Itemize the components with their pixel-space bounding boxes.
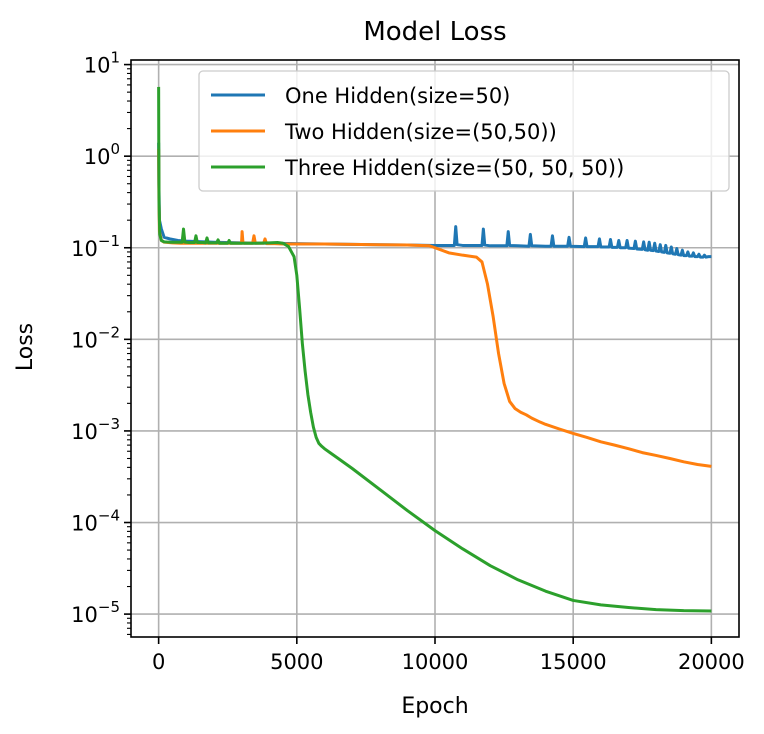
series-lines [157, 86, 712, 613]
x-tick-label: 15000 [540, 650, 607, 674]
x-tick-label: 5000 [270, 650, 323, 674]
legend-label-3: Three Hidden(size=(50, 50, 50)) [284, 156, 624, 180]
x-tick-label: 10000 [402, 650, 469, 674]
series-line-3 [157, 86, 712, 613]
legend: One Hidden(size=50) Two Hidden(size=(50,5… [198, 70, 730, 192]
x-tick-label: 20000 [678, 650, 745, 674]
y-tick-label: 101 [84, 49, 120, 78]
y-tick-label: 100 [84, 140, 120, 169]
y-tick-label: 10−4 [71, 507, 120, 536]
y-tick-label: 10−2 [71, 323, 120, 352]
legend-box [198, 70, 730, 192]
chart-title: Model Loss [363, 17, 506, 47]
y-axis-label: Loss [13, 323, 38, 371]
y-tick-label: 10−1 [71, 232, 120, 261]
x-tick-label: 0 [152, 650, 165, 674]
x-axis-label: Epoch [401, 694, 468, 719]
legend-label-1: One Hidden(size=50) [285, 84, 510, 108]
legend-label-2: Two Hidden(size=(50,50)) [284, 120, 557, 144]
y-tick-label: 10−3 [71, 415, 120, 444]
axes: 0 5000 10000 15000 20000 101 100 10−1 10−2 10−3 10… [71, 49, 745, 674]
y-tick-label: 10−5 [71, 598, 120, 627]
